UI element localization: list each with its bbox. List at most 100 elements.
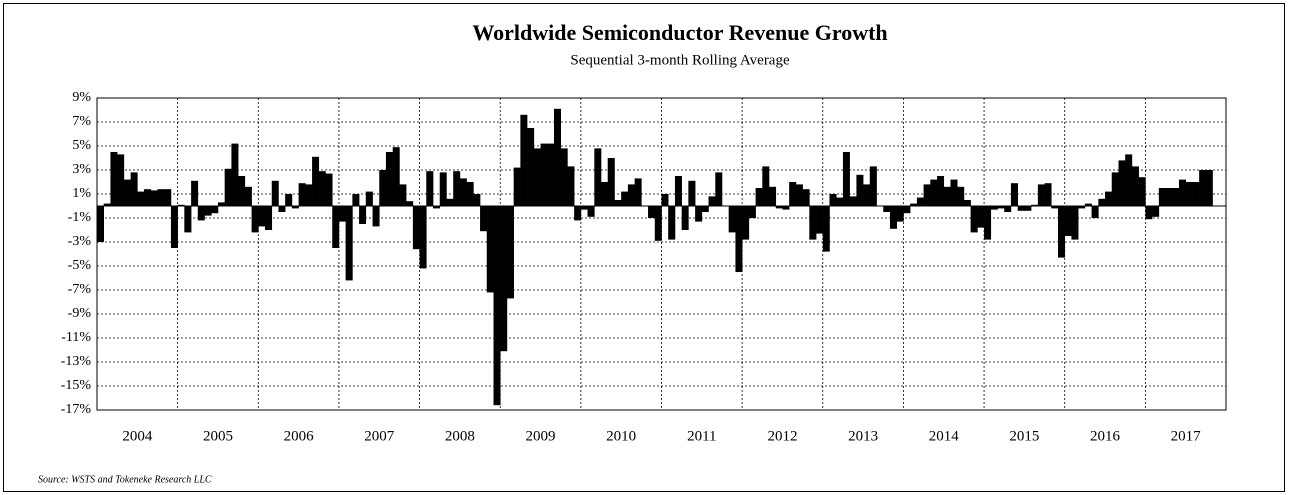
bar	[574, 206, 582, 221]
y-tick-label: -5%	[68, 258, 92, 273]
bar	[244, 186, 252, 206]
bar	[795, 184, 803, 206]
bar	[896, 206, 904, 222]
bar	[1178, 179, 1186, 206]
bar	[191, 180, 199, 206]
y-tick-label: -13%	[61, 354, 92, 369]
bar	[957, 186, 965, 206]
bar	[762, 166, 770, 206]
bar	[298, 183, 306, 206]
bar	[567, 166, 575, 206]
chart-subtitle: Sequential 3-month Rolling Average	[570, 52, 790, 68]
bar	[1105, 191, 1113, 206]
bar	[768, 186, 777, 206]
bar	[587, 206, 595, 217]
bar	[459, 178, 467, 206]
bar	[668, 206, 676, 240]
y-tick-label: 9%	[72, 90, 91, 105]
bar	[372, 206, 380, 227]
bar	[305, 184, 313, 206]
bar	[1078, 206, 1086, 209]
bar	[500, 206, 508, 352]
x-tick-label: 2013	[848, 428, 878, 444]
bar	[856, 174, 864, 206]
y-tick-label: -9%	[68, 306, 92, 321]
bar	[943, 186, 951, 206]
bar	[560, 148, 568, 206]
bar	[903, 206, 911, 214]
bar	[829, 194, 837, 206]
y-tick-label: 1%	[72, 186, 91, 201]
bar	[533, 148, 541, 206]
bar	[601, 182, 609, 206]
bar	[379, 170, 387, 206]
bar	[910, 203, 918, 206]
bar	[1051, 206, 1059, 209]
bar	[486, 206, 494, 293]
frame	[3, 3, 1285, 492]
bar	[285, 194, 293, 206]
bar	[211, 206, 219, 214]
bar	[338, 206, 346, 222]
bar	[701, 206, 709, 212]
x-tick-label: 2016	[1090, 428, 1121, 444]
bar	[1098, 198, 1106, 206]
bar	[1158, 188, 1166, 206]
x-tick-label: 2014	[929, 428, 960, 444]
bar	[426, 171, 434, 206]
y-tick-label: -1%	[68, 210, 92, 225]
bar	[527, 128, 535, 206]
bar	[1152, 206, 1160, 217]
bar	[204, 206, 212, 216]
bar	[977, 206, 985, 228]
bar	[1084, 203, 1092, 206]
bar	[708, 196, 716, 206]
bar	[1165, 188, 1173, 206]
x-tick-label: 2007	[364, 428, 395, 444]
bar	[997, 206, 1005, 209]
bar	[318, 171, 326, 206]
bar	[728, 206, 736, 233]
bar	[157, 189, 165, 206]
bar	[621, 191, 629, 206]
bar	[231, 143, 239, 206]
bar	[923, 184, 931, 206]
bar	[627, 184, 635, 206]
bar	[1118, 160, 1126, 206]
bar	[1138, 177, 1146, 206]
bar	[1185, 182, 1193, 206]
bar	[433, 206, 441, 209]
bar	[264, 206, 273, 230]
bar	[392, 147, 400, 206]
bar	[1091, 206, 1099, 218]
bar	[513, 167, 521, 206]
y-tick-label: 5%	[72, 138, 91, 153]
bar	[224, 168, 232, 206]
bar	[695, 206, 703, 222]
bar	[332, 206, 340, 248]
bar	[446, 198, 454, 206]
bar	[836, 197, 844, 206]
bar	[1205, 170, 1213, 206]
bar	[930, 179, 938, 206]
bar	[809, 206, 817, 240]
bar	[822, 206, 830, 252]
bar	[916, 197, 924, 206]
bar	[990, 206, 998, 210]
bar	[312, 156, 320, 206]
bar	[1125, 154, 1133, 206]
bar	[1111, 172, 1119, 206]
bar	[648, 206, 656, 218]
bar	[453, 171, 461, 206]
bar	[184, 206, 192, 233]
bar	[177, 204, 185, 206]
source-note: Source: WSTS and Tokeneke Research LLC	[38, 474, 212, 485]
bar	[789, 182, 797, 206]
bar	[1037, 184, 1045, 206]
y-tick-label: -17%	[61, 402, 92, 417]
bar	[439, 172, 447, 206]
bar	[869, 166, 877, 206]
bar	[950, 179, 958, 206]
bar	[554, 108, 561, 206]
bar	[1024, 206, 1032, 211]
